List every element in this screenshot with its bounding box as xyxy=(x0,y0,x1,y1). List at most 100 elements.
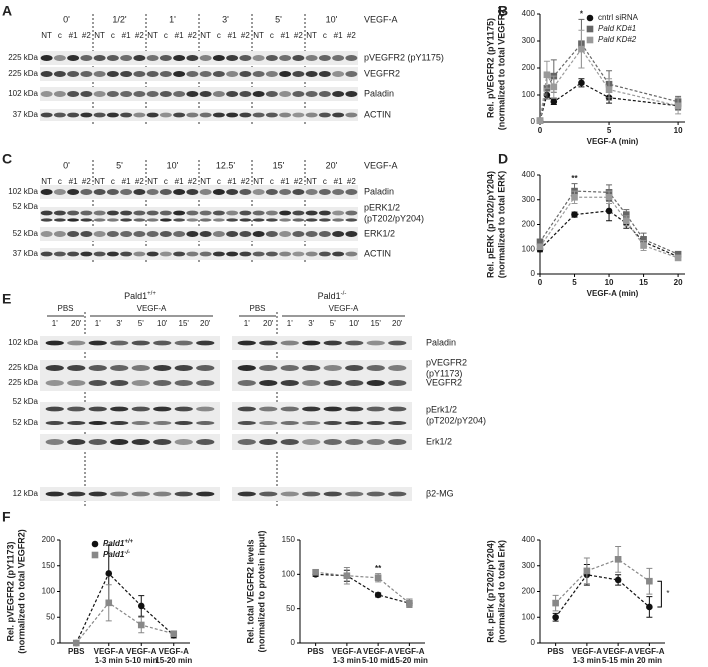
kda-label: 52 kDa xyxy=(13,397,39,406)
legend-marker xyxy=(586,36,594,44)
band xyxy=(196,439,215,445)
genotype-label: Pald1+/+ xyxy=(124,291,156,302)
blot-strip xyxy=(40,185,358,199)
genotype-name: Pald1 xyxy=(124,291,147,301)
band xyxy=(88,365,107,371)
lane-label: c xyxy=(58,31,62,40)
blot-strip xyxy=(40,109,358,121)
lane-label: 1' xyxy=(287,319,293,328)
blot-strip xyxy=(40,51,358,65)
y-tick-label: 50 xyxy=(46,612,55,621)
band xyxy=(259,340,278,346)
band xyxy=(173,218,186,222)
marker xyxy=(571,211,578,218)
band xyxy=(226,112,239,118)
y-tick-label: 150 xyxy=(282,535,296,544)
band xyxy=(292,189,305,195)
lane-label: #1 xyxy=(228,177,237,186)
band xyxy=(80,189,93,195)
marker xyxy=(406,599,413,607)
band xyxy=(53,91,66,97)
lane-label: #2 xyxy=(241,31,250,40)
marker xyxy=(105,599,113,607)
lane-label: NT xyxy=(253,177,264,186)
band xyxy=(53,71,66,77)
blot-strip xyxy=(40,375,220,391)
lane-label: NT xyxy=(200,177,211,186)
band xyxy=(173,231,186,237)
band xyxy=(67,251,80,257)
band xyxy=(196,340,215,346)
band xyxy=(292,218,305,222)
legend-name: cntrl siRNA xyxy=(598,13,639,22)
band xyxy=(196,406,215,412)
y-axis-label: Rel. pErk (pT202/pY204) xyxy=(485,540,495,643)
band xyxy=(318,71,331,77)
band xyxy=(173,112,186,118)
band xyxy=(133,55,146,61)
band xyxy=(226,189,239,195)
row-label: VEGFR2 xyxy=(426,377,462,387)
lane-label: #1 xyxy=(69,177,78,186)
band xyxy=(212,71,225,77)
x-tick-label: VEGF-A xyxy=(126,647,156,656)
band xyxy=(110,406,129,412)
marker xyxy=(343,572,351,580)
band xyxy=(120,231,133,237)
annotation: * xyxy=(666,589,669,598)
band xyxy=(332,55,345,61)
band xyxy=(110,421,129,425)
lane-label: NT xyxy=(253,31,264,40)
lane-label: #1 xyxy=(122,31,131,40)
band xyxy=(345,365,364,371)
band xyxy=(305,218,318,222)
lane-label: #1 xyxy=(69,31,78,40)
time-label: 5' xyxy=(275,14,282,24)
band xyxy=(153,406,172,412)
legend-marker xyxy=(586,14,594,22)
band xyxy=(279,218,292,222)
band xyxy=(45,380,64,386)
row-label: (pY1173) xyxy=(426,368,462,378)
group-label: PBS xyxy=(249,304,265,313)
annotation: ** xyxy=(571,174,578,183)
band xyxy=(239,55,252,61)
band xyxy=(146,251,159,257)
band xyxy=(133,251,146,257)
marker xyxy=(623,217,630,225)
band xyxy=(239,218,252,222)
band xyxy=(40,91,53,97)
kda-label: 102 kDa xyxy=(8,89,38,98)
band xyxy=(292,112,305,118)
band xyxy=(93,91,106,97)
band xyxy=(366,491,385,497)
band xyxy=(146,55,159,61)
blot-strip xyxy=(40,227,358,241)
band xyxy=(186,251,199,257)
row-label: ACTIN xyxy=(364,109,391,119)
panel-label: B xyxy=(498,3,508,19)
band xyxy=(279,71,292,77)
band xyxy=(159,55,172,61)
band xyxy=(40,218,53,222)
band xyxy=(318,91,331,97)
lane-label: c xyxy=(270,177,274,186)
panel-label: D xyxy=(498,151,508,167)
band xyxy=(345,439,364,445)
marker xyxy=(550,98,558,106)
x-tick-label: PBS xyxy=(68,647,85,656)
band xyxy=(239,112,252,118)
band xyxy=(110,365,129,371)
band xyxy=(153,439,172,445)
marker xyxy=(605,193,613,201)
band xyxy=(40,231,53,237)
marker xyxy=(578,79,585,87)
band xyxy=(106,251,119,257)
lane-label: 10' xyxy=(349,319,360,328)
band xyxy=(133,210,146,216)
band xyxy=(110,491,129,497)
time-label: 12.5' xyxy=(216,160,236,170)
lane-label: NT xyxy=(94,177,105,186)
band xyxy=(80,251,93,257)
band xyxy=(40,71,53,77)
